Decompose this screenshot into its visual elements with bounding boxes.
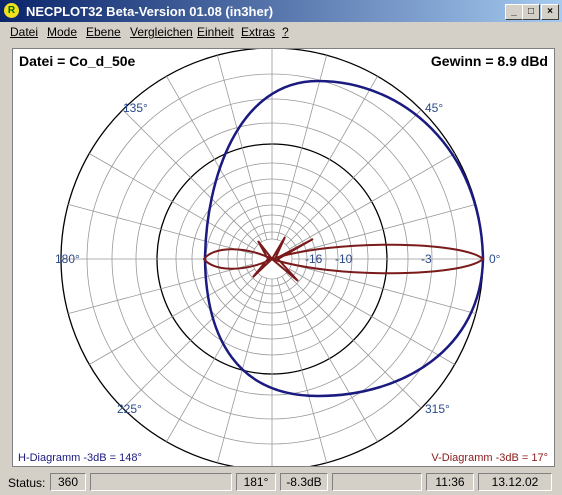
grid-spoke	[217, 55, 268, 240]
status-field: 11:36	[426, 473, 474, 491]
menu-item[interactable]: Extras	[241, 25, 276, 39]
angle-label: 135°	[123, 101, 148, 115]
status-field: 360	[50, 473, 86, 491]
app-icon: R	[4, 3, 19, 18]
grid-spoke	[122, 272, 259, 409]
file-label: Datei = Co_d_50e	[19, 53, 136, 69]
gain-label: Gewinn = 8.9 dBd	[431, 53, 548, 69]
ring-label: -16	[305, 252, 323, 266]
status-field: 181°	[236, 473, 276, 491]
status-field	[90, 473, 232, 491]
h-diagram-label: H-Diagramm -3dB = 148°	[18, 452, 142, 464]
title-bar: R NECPLOT32 Beta-Version 01.08 (in3her) …	[0, 0, 562, 22]
ring-label: -3	[421, 252, 432, 266]
polar-plot: Datei = Co_d_50e Gewinn = 8.9 dBd 0° 45°…	[18, 47, 548, 471]
grid-spoke	[166, 76, 263, 242]
maximize-button[interactable]: □	[522, 4, 540, 20]
status-field: -8.3dB	[280, 473, 328, 491]
menu-item[interactable]: ?	[282, 25, 289, 39]
status-field	[332, 473, 422, 491]
status-field: 13.12.02	[478, 473, 552, 491]
menu-item[interactable]: Mode	[47, 25, 78, 39]
status-label: Status:	[8, 476, 46, 490]
grid-spoke	[276, 278, 327, 463]
grid-spoke	[281, 276, 378, 442]
grid-spoke	[285, 272, 422, 409]
grid-spoke	[89, 153, 255, 250]
grid-spoke	[89, 268, 255, 365]
grid-spoke	[291, 204, 476, 255]
minimize-button[interactable]: _	[505, 4, 523, 20]
angle-label: 315°	[425, 402, 450, 416]
grid-spoke	[281, 76, 378, 242]
angle-label: 0°	[489, 252, 501, 266]
angle-label: 45°	[425, 101, 443, 115]
window-title: NECPLOT32 Beta-Version 01.08 (in3her)	[26, 4, 274, 19]
angle-label: 180°	[55, 252, 80, 266]
grid-spoke	[276, 55, 327, 240]
h-pattern-curve	[202, 236, 485, 282]
v-diagram-label: V-Diagramm -3dB = 17°	[431, 452, 548, 464]
menu-item[interactable]: Datei	[10, 25, 39, 39]
grid-spoke	[289, 153, 455, 250]
menu-item[interactable]: Ebene	[86, 25, 121, 39]
grid-spoke	[68, 204, 253, 255]
ring-label: -10	[335, 252, 353, 266]
grid-spoke	[122, 109, 259, 246]
angle-label: 225°	[117, 402, 142, 416]
menu-bar: Datei Mode Ebene Vergleichen Einheit Ext…	[0, 22, 562, 40]
plot-area: Datei = Co_d_50e Gewinn = 8.9 dBd 0° 45°…	[12, 47, 555, 471]
grid-spoke	[289, 268, 455, 365]
grid-spoke	[68, 263, 253, 314]
grid-spoke	[291, 263, 476, 314]
status-bar: Status: 360 181° -8.3dB 11:36 13.12.02	[0, 471, 562, 493]
menu-item[interactable]: Vergleichen	[130, 25, 193, 39]
menu-item[interactable]: Einheit	[197, 25, 234, 39]
grid-spoke	[285, 109, 422, 246]
close-button[interactable]: ×	[541, 4, 559, 20]
grid-spoke	[166, 276, 263, 442]
